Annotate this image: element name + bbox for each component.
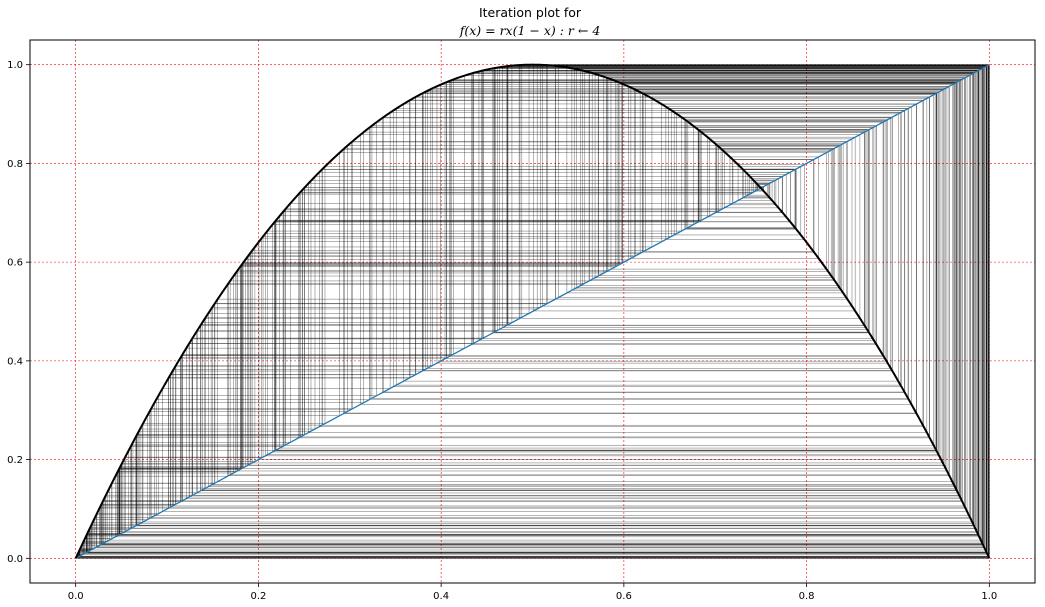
y-tick-label: 0.6: [7, 258, 23, 269]
chart-title: Iteration plot for f(x) = rx(1 − x) : r …: [459, 5, 601, 38]
y-tick-label: 0.8: [7, 159, 23, 170]
logistic-curve: [74, 63, 991, 559]
logistic-curve-series: [74, 63, 991, 559]
chart-subtitle-formula: f(x) = rx(1 − x) : r ← 4: [459, 23, 601, 38]
y-tick-label: 0.4: [7, 356, 23, 367]
y-tick-label: 1.0: [7, 60, 23, 71]
x-tick-label: 0.2: [250, 591, 266, 602]
identity-line: [75, 64, 990, 559]
x-tick-label: 0.0: [68, 591, 84, 602]
chart-title-text: Iteration plot for: [479, 5, 582, 20]
plot-frame: [29, 39, 1036, 584]
y-axis-ticks: 0.0 0.2 0.4 0.6 0.8 1.0: [7, 60, 30, 565]
y-tick-label: 0.0: [7, 554, 23, 565]
identity-line-series: [75, 64, 990, 559]
x-tick-label: 0.8: [799, 591, 815, 602]
x-tick-label: 0.6: [616, 591, 632, 602]
x-tick-label: 1.0: [981, 591, 997, 602]
x-axis-ticks: 0.0 0.2 0.4 0.6 0.8 1.0: [68, 583, 997, 602]
y-tick-label: 0.2: [7, 455, 23, 466]
x-tick-label: 0.4: [433, 591, 449, 602]
